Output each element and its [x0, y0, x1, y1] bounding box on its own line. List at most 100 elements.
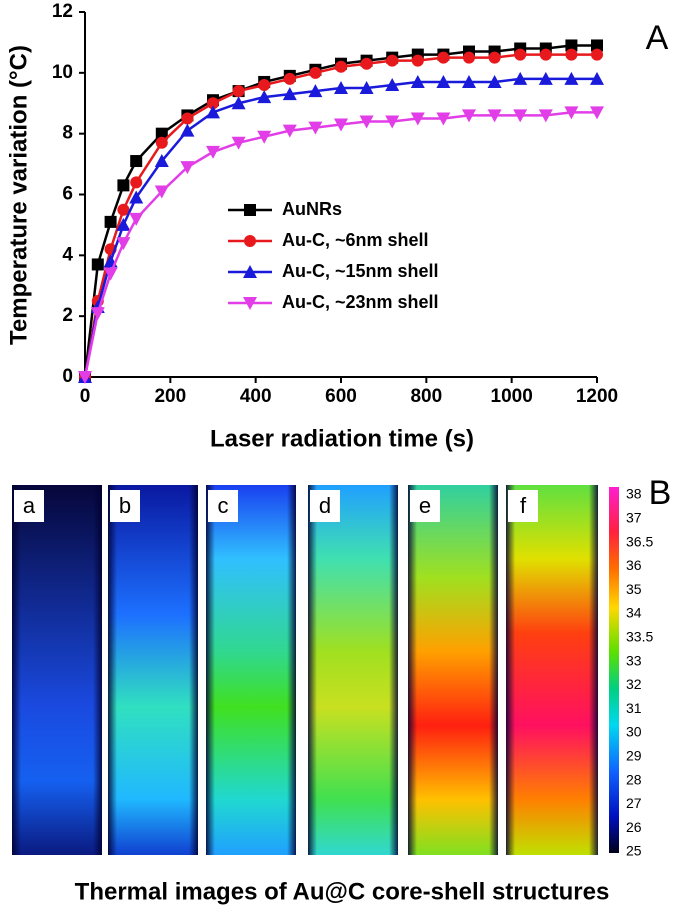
marker	[590, 106, 604, 120]
x-tick-label: 600	[325, 386, 357, 407]
legend-label: Au-C, ~23nm shell	[282, 292, 439, 312]
y-tick-label: 12	[52, 1, 73, 22]
legend-marker	[244, 204, 256, 216]
image-label-box	[208, 490, 238, 522]
image-edge	[12, 485, 102, 855]
marker	[410, 112, 425, 126]
marker	[591, 39, 603, 52]
y-axis-title: Temperature variation (°C)	[5, 45, 32, 345]
marker	[283, 72, 296, 85]
marker	[487, 74, 502, 88]
marker	[513, 71, 528, 85]
colorbar-tick-label: 30	[626, 724, 642, 740]
colorbar-tick-label: 32	[626, 676, 642, 692]
marker	[462, 109, 476, 123]
colorbar-tick-label: 36.5	[626, 533, 653, 549]
y-tick-label: 0	[62, 366, 73, 387]
marker	[386, 54, 399, 67]
marker	[590, 71, 604, 85]
colorbar-tick-label: 29	[626, 748, 642, 764]
marker	[154, 154, 169, 168]
marker	[206, 105, 220, 119]
legend-marker	[244, 235, 256, 247]
image-label-box	[508, 490, 538, 522]
marker	[180, 161, 195, 175]
colorbar-tick-label: 38	[626, 486, 642, 502]
marker	[258, 79, 271, 91]
image-edge	[308, 485, 398, 855]
image-label-box	[110, 490, 140, 522]
panel-label: B	[649, 474, 672, 512]
image-label: c	[218, 493, 229, 518]
marker	[282, 124, 297, 138]
marker	[257, 90, 272, 104]
marker	[564, 71, 579, 85]
image-edge	[108, 485, 198, 855]
image-label-box	[310, 490, 340, 522]
marker	[309, 66, 322, 79]
marker	[385, 115, 400, 129]
colorbar-tick-label: 28	[626, 771, 642, 787]
marker	[130, 176, 143, 189]
marker	[359, 115, 374, 129]
y-tick-label: 8	[62, 123, 73, 144]
colorbar-tick-label: 33	[626, 652, 642, 668]
marker	[436, 74, 451, 88]
marker	[207, 97, 219, 110]
image-label-box	[14, 490, 44, 522]
marker	[232, 85, 245, 98]
colorbar-tick-label: 25	[626, 843, 642, 859]
image-edge	[506, 485, 598, 855]
marker	[308, 84, 323, 98]
panel-label: A	[646, 19, 669, 57]
image-label: f	[520, 493, 527, 518]
marker	[463, 51, 475, 64]
marker	[155, 127, 168, 140]
marker	[487, 109, 502, 123]
marker	[565, 39, 578, 52]
marker	[117, 203, 130, 216]
colorbar-tick-label: 37	[626, 510, 642, 526]
marker	[539, 48, 552, 61]
marker	[565, 48, 578, 61]
image-label: e	[419, 493, 431, 518]
marker	[411, 54, 424, 67]
marker	[513, 109, 528, 123]
marker	[130, 155, 143, 168]
marker	[360, 57, 373, 70]
marker	[154, 185, 169, 199]
marker	[591, 48, 603, 61]
caption: Thermal images of Au@C core-shell struct…	[75, 878, 610, 905]
marker	[334, 118, 348, 132]
y-tick-label: 10	[52, 62, 73, 83]
image-label-box	[410, 490, 440, 522]
marker	[206, 145, 220, 159]
marker	[538, 71, 553, 85]
x-tick-label: 1000	[491, 386, 533, 407]
y-tick-label: 4	[62, 244, 73, 265]
marker	[436, 112, 451, 126]
marker	[231, 136, 246, 150]
marker	[488, 51, 501, 64]
marker	[129, 190, 144, 204]
x-tick-label: 800	[410, 386, 442, 407]
marker	[282, 87, 297, 101]
marker	[116, 217, 131, 231]
marker	[231, 96, 246, 110]
marker	[90, 307, 105, 321]
colorbar-tick-label: 34	[626, 605, 642, 621]
marker	[437, 51, 450, 64]
x-tick-label: 400	[240, 386, 272, 407]
marker	[116, 237, 131, 251]
marker	[117, 179, 130, 192]
y-tick-label: 6	[62, 184, 73, 205]
marker	[410, 74, 425, 88]
x-tick-label: 1200	[576, 386, 618, 407]
image-edge	[206, 485, 296, 855]
marker	[538, 109, 553, 123]
marker	[359, 81, 374, 95]
legend-marker	[243, 297, 257, 310]
colorbar	[609, 487, 619, 853]
marker	[91, 258, 104, 271]
